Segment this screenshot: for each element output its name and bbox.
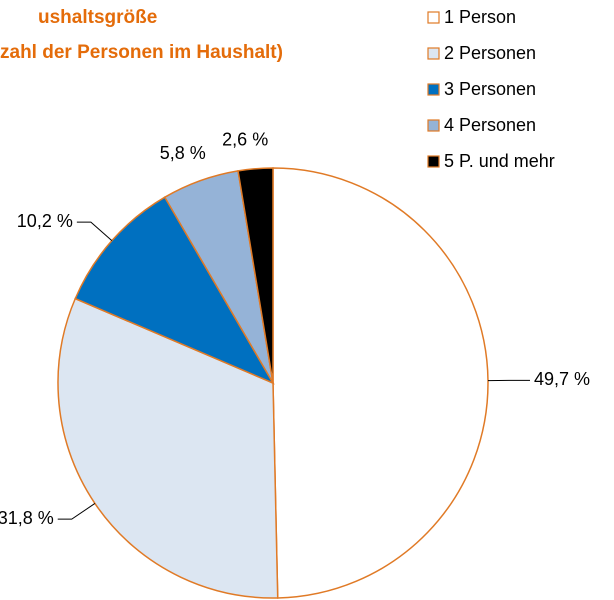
pie-slice: [57, 297, 279, 599]
data-label: 5,8 %: [160, 143, 206, 163]
legend-swatch: [427, 83, 440, 96]
legend-label: 1 Person: [444, 7, 516, 27]
legend-swatch: [427, 155, 440, 168]
leader-line: [57, 503, 96, 520]
chart-title: ushaltsgröße: [38, 7, 157, 28]
data-label: 2,6 %: [222, 130, 268, 150]
legend-swatch: [427, 47, 440, 60]
legend-label: 4 Personen: [444, 115, 536, 135]
legend-label: 3 Personen: [444, 79, 536, 99]
data-label: 49,7 %: [534, 369, 590, 389]
data-label: 10,2 %: [17, 211, 73, 231]
chart-subtitle: zahl der Personen im Haushalt): [0, 42, 283, 63]
legend-swatch: [427, 11, 440, 24]
pie-slice: [237, 167, 274, 384]
legend-label: 5 P. und mehr: [444, 151, 555, 171]
data-label: 31,8 %: [0, 508, 54, 528]
legend-swatch: [427, 119, 440, 132]
pie-slice: [272, 167, 489, 599]
leader-line: [76, 221, 113, 242]
legend-label: 2 Personen: [444, 43, 536, 63]
